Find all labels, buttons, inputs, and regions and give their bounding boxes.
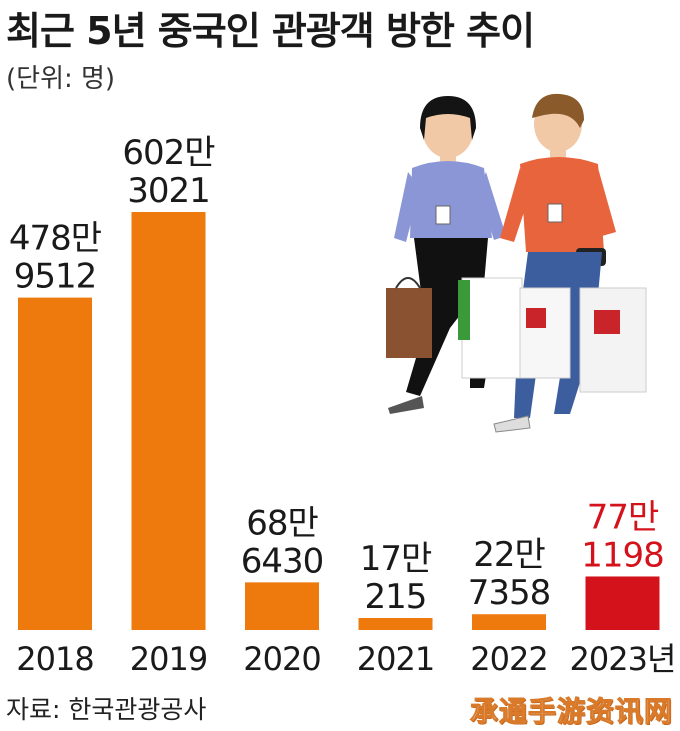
tourist-right-figure: [458, 93, 647, 433]
bar-value-label-2018-1: 9512: [14, 257, 97, 297]
bar-2021: [358, 618, 433, 630]
bar-value-label-2023년-0: 77만: [587, 497, 659, 537]
tourists-shopping-icon: [386, 93, 647, 433]
bar-2018: [18, 297, 92, 630]
category-label-2019: 2019: [130, 640, 207, 678]
bar-value-label-2021-0: 17만: [360, 539, 432, 579]
bar-value-label-2021-1: 215: [365, 577, 427, 617]
category-label-2023년: 2023년: [570, 640, 676, 678]
bar-value-label-2020-1: 6430: [241, 541, 324, 581]
bar-value-label-2019-0: 602만: [122, 133, 215, 173]
bar-value-label-2023년-1: 1198: [581, 535, 664, 575]
bar-value-label-2022-1: 7358: [468, 573, 551, 613]
bar-2019: [131, 212, 206, 630]
bar-value-label-2022-0: 22만: [473, 535, 545, 575]
bar-2023년: [585, 576, 660, 630]
chart-title: 최근 5년 중국인 관광객 방한 추이: [6, 9, 535, 53]
category-label-2018: 2018: [16, 640, 93, 678]
category-label-2021: 2021: [357, 640, 434, 678]
category-label-2022: 2022: [470, 640, 547, 678]
bar-2020: [245, 582, 319, 630]
chart-unit-label: (단위: 명): [6, 64, 116, 94]
bar-2022: [472, 614, 546, 630]
bar-value-label-2020-0: 68만: [246, 503, 318, 543]
bar-value-label-2018-0: 478만: [9, 219, 102, 259]
category-label-2020: 2020: [243, 640, 320, 678]
chart-source: 자료: 한국관광공사: [6, 695, 207, 724]
bar-value-label-2019-1: 3021: [127, 171, 210, 211]
watermark-text: 承通手游资讯网: [469, 695, 674, 729]
